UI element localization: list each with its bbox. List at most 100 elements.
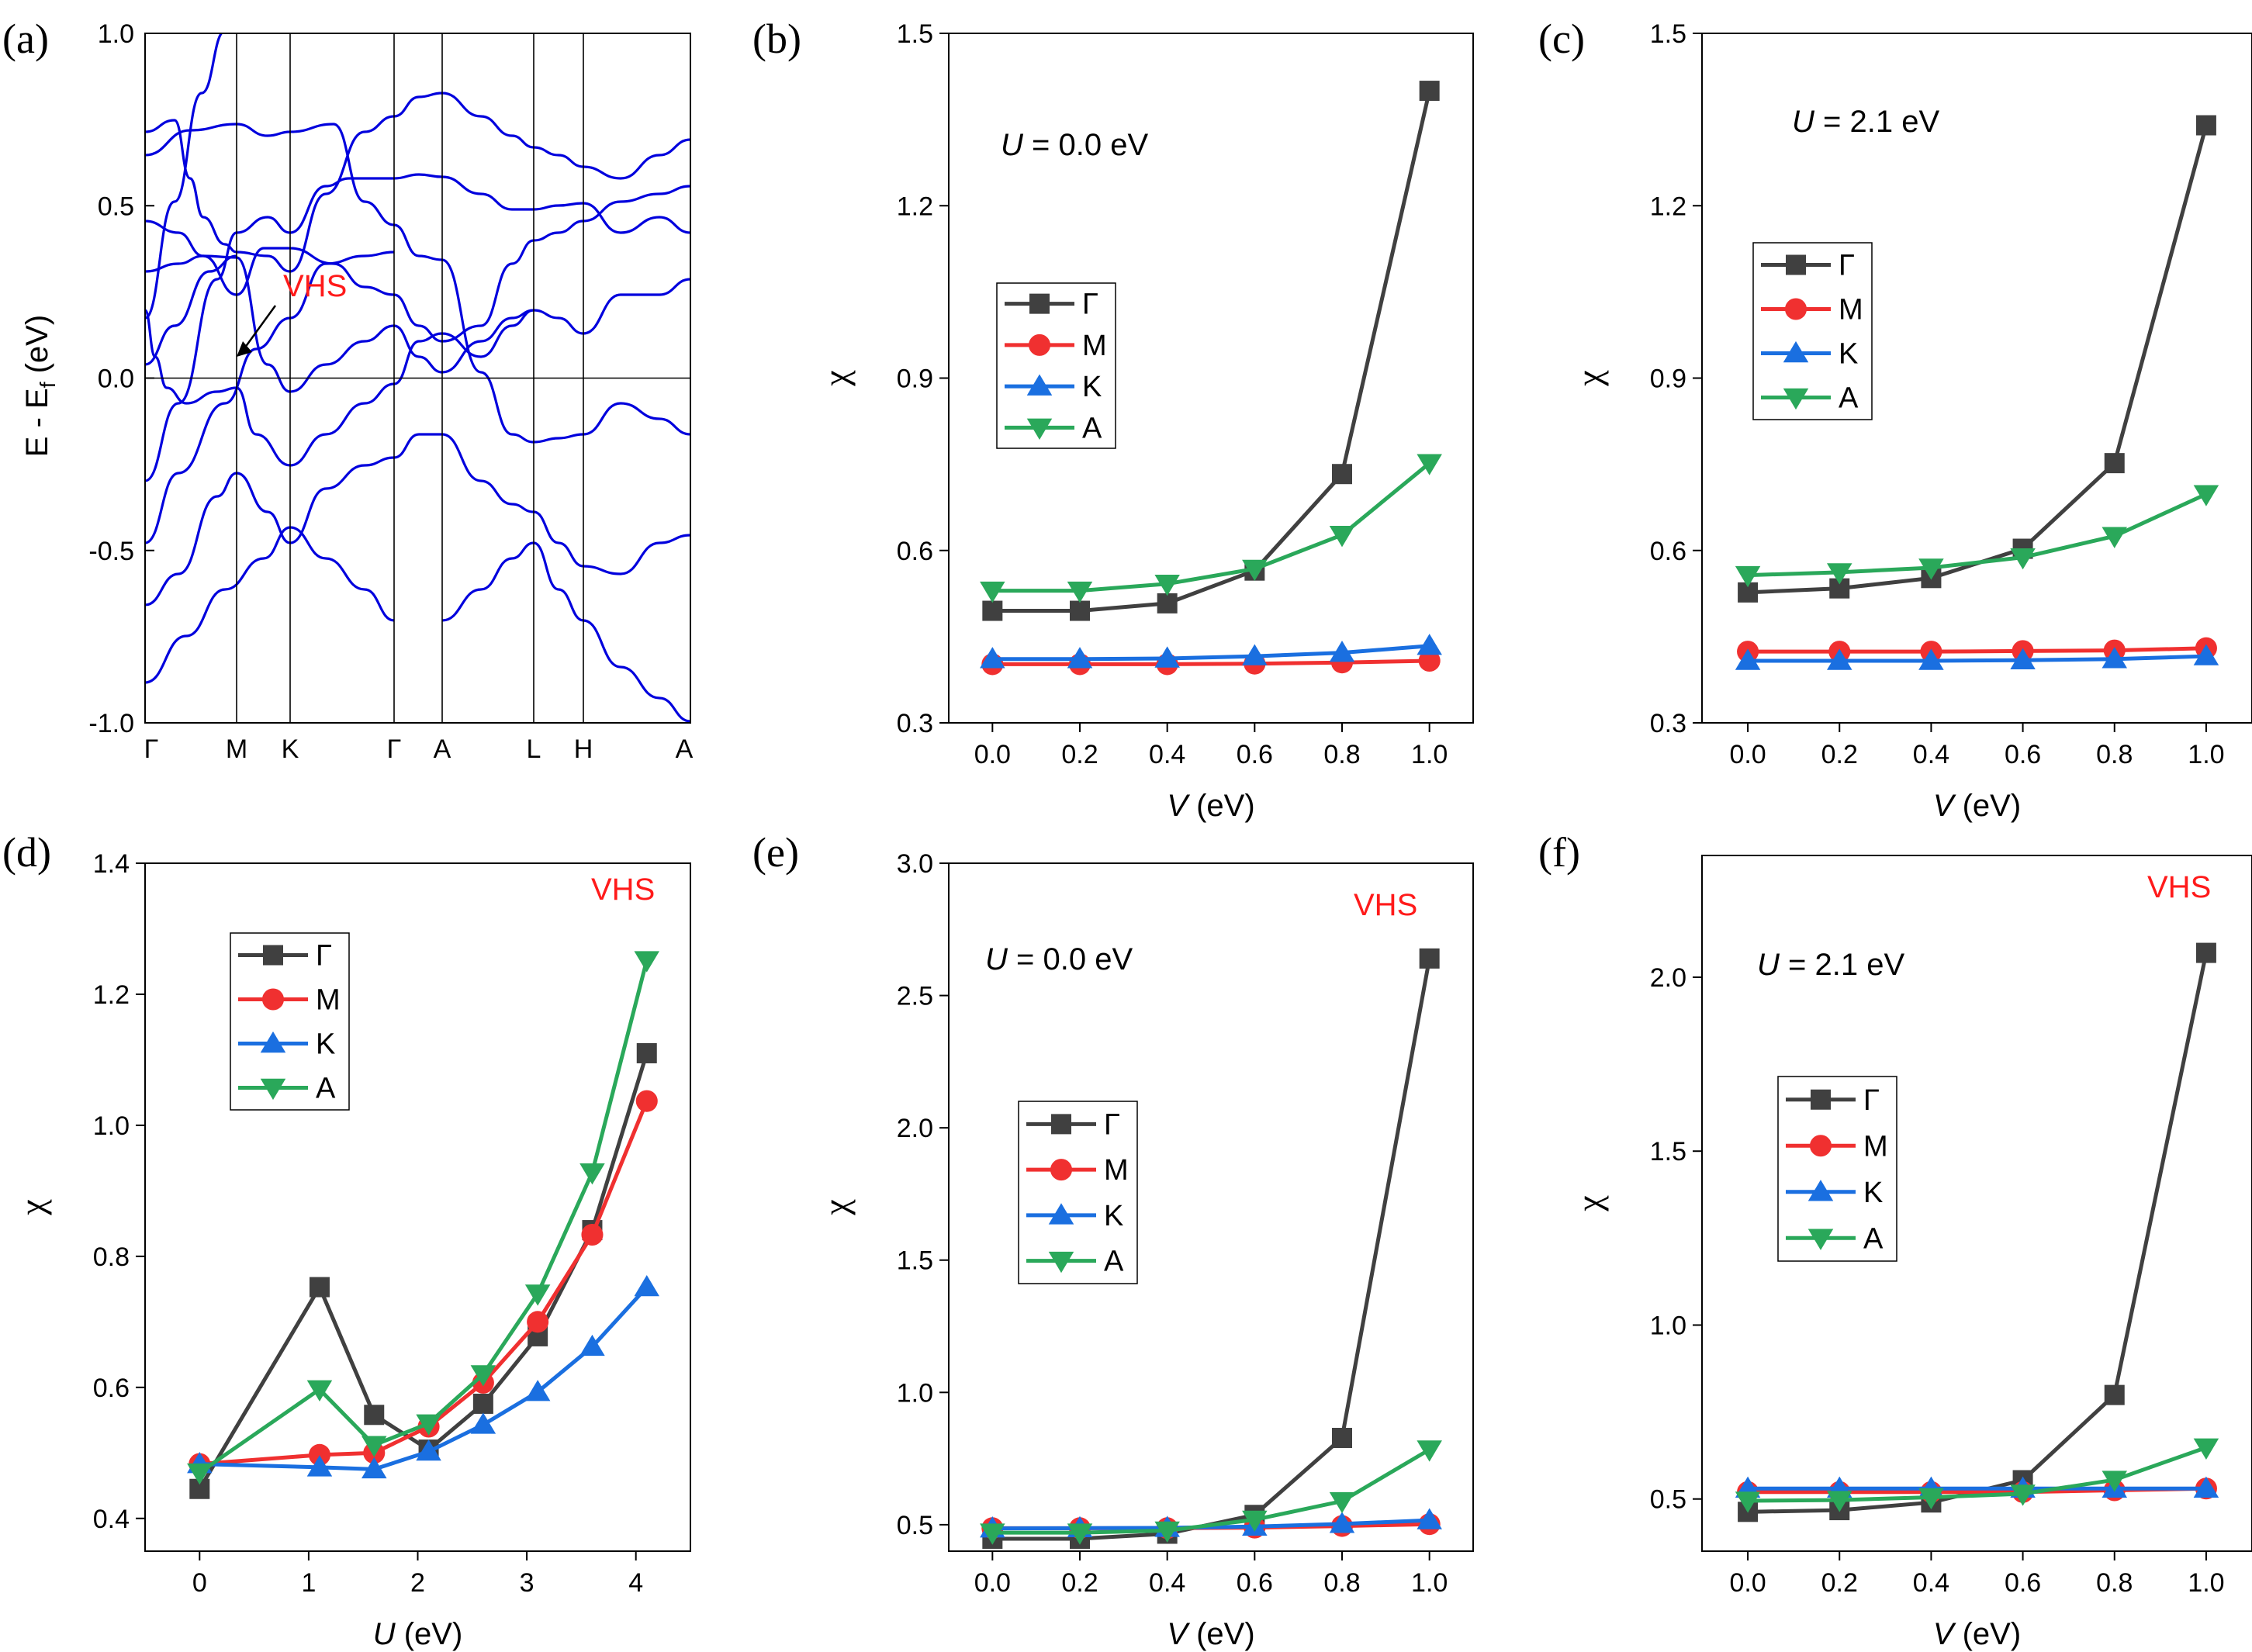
data-point: [980, 647, 1005, 669]
data-point: [1329, 526, 1355, 548]
data-point: [2193, 485, 2219, 506]
band-line: [145, 219, 237, 296]
legend-label: A: [1839, 382, 1859, 415]
k-point-label: L: [527, 734, 541, 764]
band-line: [583, 202, 690, 234]
x-tick-label: 0.4: [1913, 740, 1949, 769]
chart-panel-e: (e) 0.5 1.0 1.5 2.0 2.5 3.0 0.0 0.2 0.4 0.6 0.8 1.0 V…: [752, 829, 1474, 1651]
x-tick-label: 0.8: [1323, 1568, 1360, 1598]
data-point: [1070, 600, 1090, 621]
series-A: [187, 951, 660, 1485]
k-point-label: K: [282, 734, 299, 764]
legend-label: K: [1104, 1200, 1123, 1232]
x-tick-label: 0.0: [1729, 740, 1766, 769]
data-point: [524, 1284, 551, 1306]
legend-marker: [1786, 254, 1806, 275]
data-point: [2104, 453, 2125, 474]
data-point: [1735, 1491, 1761, 1513]
data-point: [416, 1414, 441, 1436]
data-point: [1918, 648, 1944, 670]
band-line: [583, 138, 690, 180]
vhs-label: VHS: [2147, 870, 2211, 904]
data-point: [1242, 559, 1268, 582]
legend-marker: [260, 1031, 286, 1053]
data-point: [2010, 648, 2036, 669]
series-line: [199, 1100, 649, 1467]
y-tick-label: -1.0: [88, 709, 134, 738]
data-point: [1154, 575, 1180, 596]
band-line: [289, 251, 395, 320]
data-point: [579, 1163, 605, 1185]
data-point: [1157, 593, 1178, 613]
y-tick-label: 1.0: [1650, 1311, 1686, 1340]
series-line: [992, 658, 1430, 666]
data-point: [2195, 115, 2216, 136]
data-point: [306, 1455, 333, 1477]
x-tick-label: 1.0: [2188, 740, 2224, 769]
data-point: [1067, 647, 1093, 669]
data-point: [1067, 581, 1093, 603]
data-point: [2193, 1438, 2219, 1460]
data-point: [524, 1380, 551, 1401]
data-point: [581, 1223, 604, 1246]
x-tick-label: 0.4: [1913, 1568, 1949, 1598]
band-line: [441, 239, 534, 343]
x-tick-label: 1.0: [1411, 740, 1448, 769]
data-point: [1827, 563, 1852, 585]
y-tick-label: 1.0: [897, 1378, 933, 1408]
x-tick-label: 1: [301, 1568, 316, 1598]
y-axis-label: χ: [1569, 370, 1609, 387]
legend-label: M: [1839, 294, 1863, 327]
legend-marker: [1026, 374, 1053, 396]
band-line: [393, 332, 443, 385]
vhs-label: VHS: [283, 269, 347, 303]
x-tick-label: 3: [520, 1568, 534, 1598]
y-axis-label: χ: [816, 370, 856, 387]
data-point: [1329, 1512, 1355, 1533]
data-point: [1242, 1510, 1268, 1533]
data-point: [980, 581, 1005, 603]
k-point-label: H: [574, 734, 593, 764]
data-point: [1419, 81, 1440, 102]
data-point: [2102, 527, 2127, 548]
legend-marker: [1048, 1203, 1074, 1225]
x-tick-label: 0.0: [974, 1568, 1011, 1598]
k-point-label: M: [226, 734, 247, 764]
x-tick-label: 0.8: [2096, 1568, 2133, 1598]
data-point: [2102, 1471, 2127, 1492]
band-line: [441, 258, 534, 444]
data-point: [1329, 1491, 1355, 1514]
series-K: [980, 634, 1442, 669]
band-line: [145, 254, 237, 366]
series-K: [1735, 644, 2219, 670]
plot-frame: [144, 862, 691, 1552]
legend-marker: [263, 945, 283, 966]
x-axis-label: V (eV): [1167, 1617, 1254, 1651]
x-tick-label: 1.0: [2188, 1568, 2224, 1598]
band-line: [533, 146, 584, 168]
data-point: [1918, 1488, 1944, 1510]
y-tick-label: 0.3: [897, 709, 933, 738]
series-line: [992, 90, 1432, 613]
y-tick-label: 0.4: [93, 1505, 130, 1534]
data-point: [982, 600, 1003, 621]
band-line: [145, 123, 237, 157]
y-tick-label: 0.6: [93, 1374, 130, 1403]
plot-frame: [948, 862, 1474, 1552]
data-point: [364, 1405, 385, 1426]
y-tick-label: 0.3: [1650, 709, 1686, 738]
y-tick-label: 3.0: [897, 849, 933, 879]
panel-label: (c): [1538, 16, 1585, 62]
data-point: [1332, 464, 1352, 485]
series-A: [980, 1440, 1442, 1545]
series-A: [1735, 1438, 2219, 1513]
data-point: [1827, 1491, 1852, 1512]
data-point: [416, 1439, 441, 1461]
band-structure-panel: (a) 1.0 0.5 0.0 -0.5 -1.0 Γ M K Γ A L H A E - Ef (eV) V…: [2, 16, 694, 764]
legend-marker: [1807, 1180, 1834, 1201]
vhs-arrowhead: [237, 341, 252, 357]
